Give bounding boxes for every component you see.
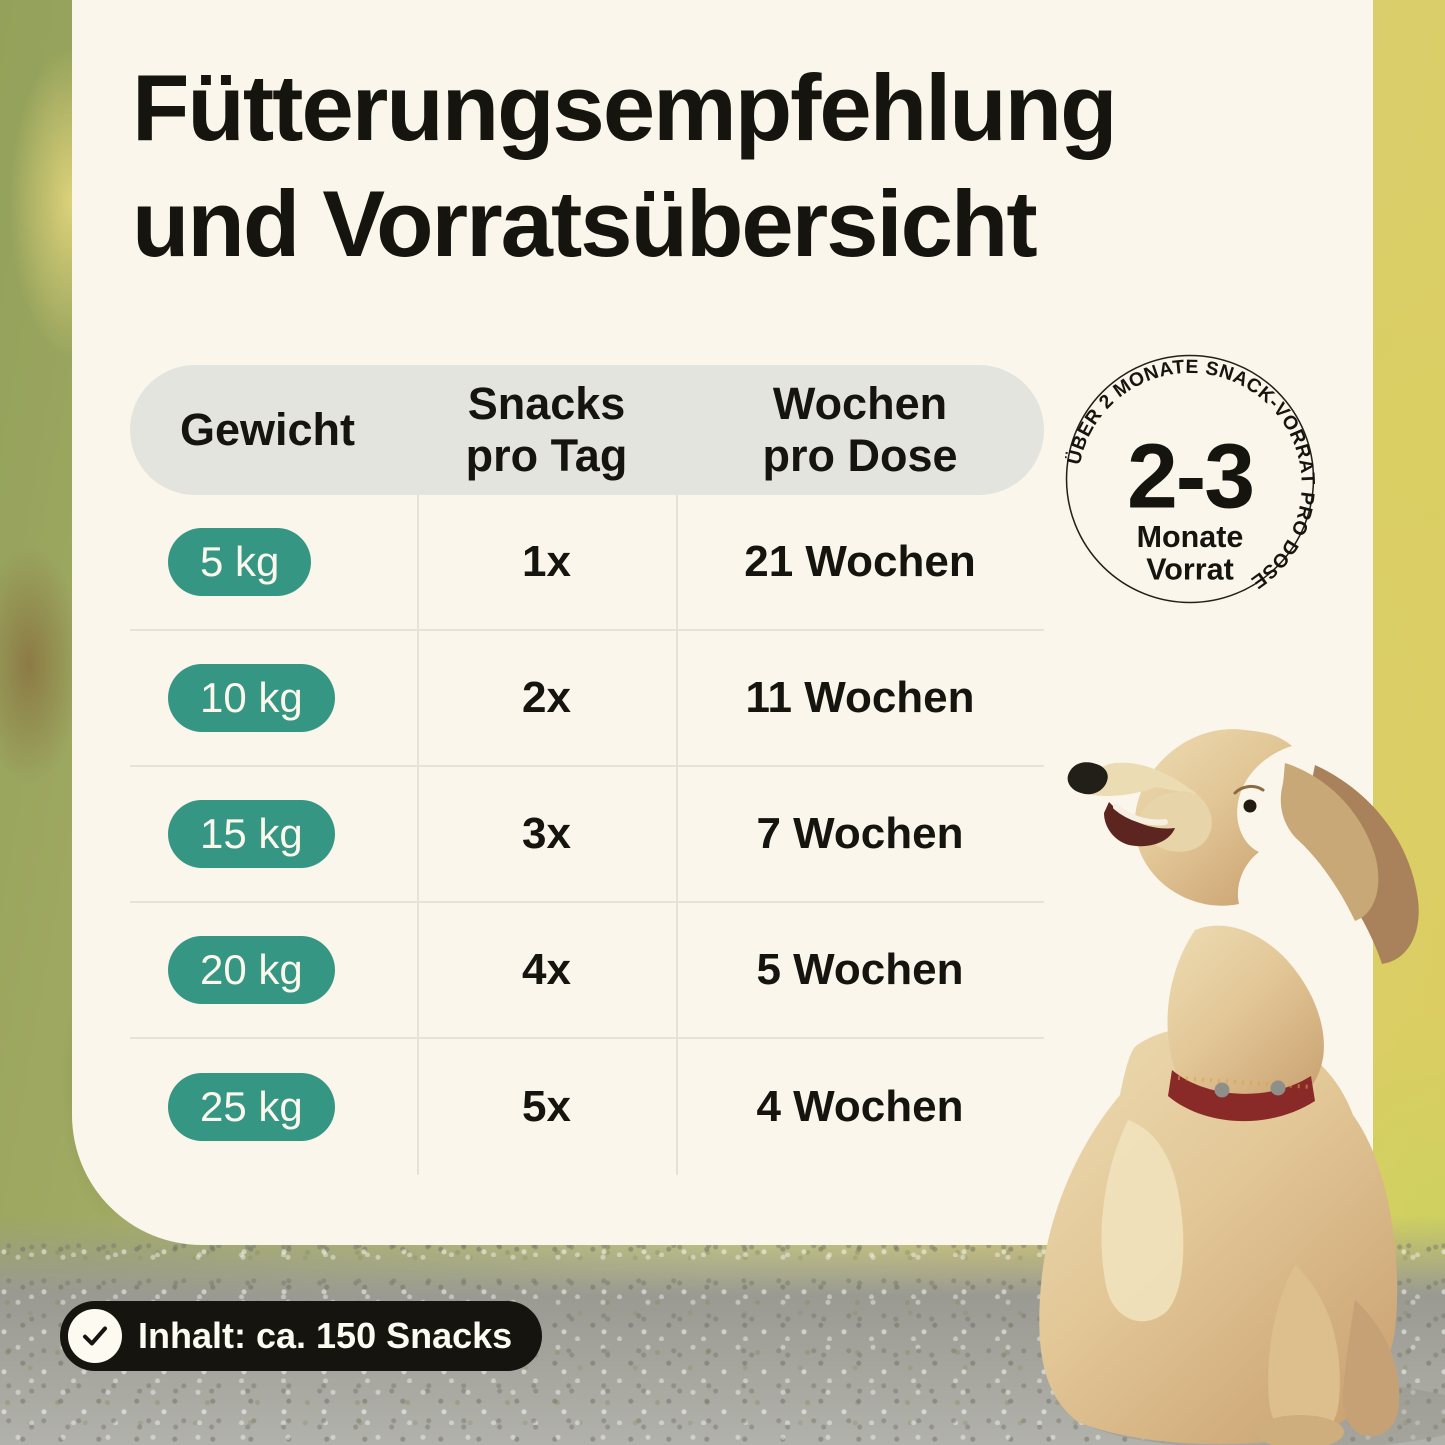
svg-text:Vorrat: Vorrat <box>1146 553 1233 587</box>
svg-text:Monate: Monate <box>1137 520 1244 554</box>
svg-text:2-3: 2-3 <box>1127 425 1253 527</box>
